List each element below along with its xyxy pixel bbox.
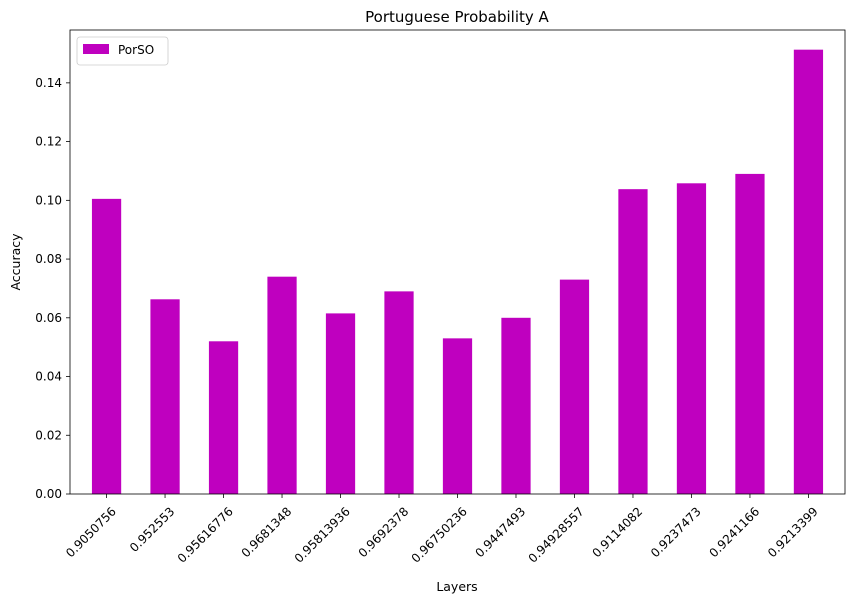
- y-tick-label: 0.04: [35, 370, 62, 384]
- y-tick-label: 0.00: [35, 487, 62, 501]
- x-tick-label: 0.94928557: [526, 504, 587, 565]
- bar-3: [267, 276, 297, 494]
- y-tick-label: 0.12: [35, 135, 62, 149]
- bars: [91, 49, 824, 494]
- x-tick-label: 0.9681348: [239, 504, 295, 560]
- y-tick-label: 0.08: [35, 252, 62, 266]
- bar-2: [208, 341, 239, 494]
- bar-10: [676, 183, 707, 494]
- x-tick-label: 0.9114082: [590, 504, 646, 560]
- bar-7: [501, 317, 531, 494]
- x-tick-label: 0.9213399: [765, 504, 821, 560]
- bar-11: [735, 173, 765, 494]
- legend: PorSO: [76, 36, 169, 66]
- bar-4: [325, 313, 356, 494]
- y-tick-label: 0.02: [35, 428, 62, 442]
- x-axis-label: Layers: [436, 579, 477, 594]
- x-tick-label: 0.95813936: [292, 504, 353, 565]
- x-tick-label: 0.9692378: [356, 504, 412, 560]
- x-tick-label: 0.9241166: [706, 504, 762, 560]
- y-tick-label: 0.10: [35, 193, 62, 207]
- x-tick-label: 0.95616776: [175, 504, 236, 565]
- bar-0: [91, 198, 122, 494]
- y-tick-label: 0.14: [35, 76, 62, 90]
- bar-6: [442, 338, 473, 494]
- bar-9: [618, 189, 648, 494]
- plot-frame: [69, 29, 846, 495]
- x-tick-label: 0.9237473: [648, 504, 704, 560]
- x-tick-label: 0.952553: [127, 504, 177, 554]
- chart-title: Portuguese Probability A: [365, 8, 549, 26]
- y-axis-ticks: 0.00 0.02 0.04 0.06 0.08 0.10 0.12 0.14: [35, 76, 70, 501]
- y-tick-label: 0.06: [35, 311, 62, 325]
- x-tick-label: 0.96750236: [409, 504, 470, 565]
- bar-12: [793, 49, 824, 494]
- bar-1: [150, 299, 180, 494]
- y-axis-label: Accuracy: [8, 233, 23, 291]
- bar-8: [559, 279, 590, 494]
- x-tick-label: 0.9447493: [473, 504, 529, 560]
- legend-swatch: [83, 44, 109, 54]
- legend-label: PorSO: [118, 43, 154, 57]
- x-tick-label: 0.9050756: [63, 504, 119, 560]
- bar-5: [384, 291, 414, 494]
